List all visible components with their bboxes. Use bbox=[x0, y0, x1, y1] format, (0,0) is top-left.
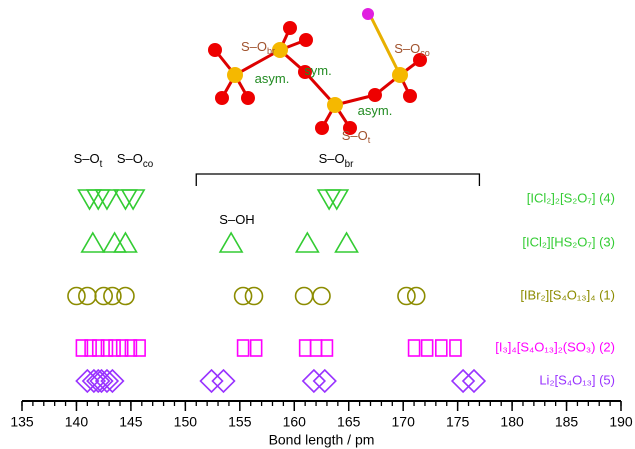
bracket bbox=[196, 174, 479, 186]
chart: S–Obrasym.sym.asym.S–OtS–OcoS–OtS–OcoS–O… bbox=[0, 0, 635, 449]
x-axis-label: Bond length / pm bbox=[269, 432, 375, 448]
x-tick-label: 150 bbox=[174, 414, 198, 430]
annotation-sub: co bbox=[143, 159, 154, 170]
annotation-sub: br bbox=[345, 159, 354, 170]
figure-label-main: asym. bbox=[255, 71, 290, 86]
figure-label-sub: t bbox=[368, 135, 371, 145]
figure-label-main: S–O bbox=[394, 41, 420, 56]
marker bbox=[326, 190, 348, 209]
x-tick-label: 140 bbox=[65, 414, 89, 430]
marker bbox=[313, 288, 330, 305]
figure-label: asym. bbox=[358, 103, 393, 118]
marker bbox=[109, 340, 120, 356]
x-tick-label: 165 bbox=[337, 414, 361, 430]
marker bbox=[104, 233, 126, 252]
x-tick-label: 170 bbox=[392, 414, 416, 430]
x-tick-label: 145 bbox=[119, 414, 143, 430]
marker bbox=[318, 190, 340, 209]
figure-label: sym. bbox=[304, 63, 331, 78]
marker bbox=[450, 340, 461, 356]
marker bbox=[296, 233, 318, 252]
annotation-main: S–O bbox=[74, 151, 100, 166]
figure-label-main: S–O bbox=[342, 128, 368, 143]
x-tick-label: 155 bbox=[228, 414, 252, 430]
figure-label-sub: co bbox=[420, 48, 430, 58]
marker bbox=[251, 340, 262, 356]
figure-label-sub: br bbox=[267, 46, 275, 56]
annotation-main: S–O bbox=[319, 151, 345, 166]
x-tick-label: 175 bbox=[446, 414, 470, 430]
annotation-sub: t bbox=[100, 159, 103, 170]
figure-label: S–Ot bbox=[342, 128, 371, 145]
x-tick-label: 185 bbox=[555, 414, 579, 430]
annotation: S–OH bbox=[219, 212, 254, 227]
marker bbox=[296, 288, 313, 305]
marker bbox=[311, 340, 322, 356]
annotation: S–Obr bbox=[319, 151, 354, 169]
series-label: [I₃]₄[S₄O₁₃]₂(SO₃) (2) bbox=[495, 339, 615, 354]
x-tick-label: 180 bbox=[500, 414, 524, 430]
series-label: [ICl₂][HS₂O₇] (3) bbox=[522, 234, 615, 249]
figure-label-main: sym. bbox=[304, 63, 331, 78]
marker bbox=[398, 288, 415, 305]
marker bbox=[122, 190, 144, 209]
annotation-main: S–O bbox=[117, 151, 143, 166]
marker bbox=[117, 288, 134, 305]
marker bbox=[300, 340, 311, 356]
x-tick-label: 135 bbox=[10, 414, 34, 430]
marker bbox=[422, 340, 433, 356]
marker bbox=[336, 233, 358, 252]
series-label: [IBr₂][S₄O₁₃]₄ (1) bbox=[520, 287, 615, 302]
marker bbox=[114, 233, 136, 252]
figure-label: S–Oco bbox=[394, 41, 430, 58]
marker bbox=[409, 340, 420, 356]
figure-label-main: S–O bbox=[241, 39, 267, 54]
marker bbox=[321, 340, 332, 356]
annotation-main: S–OH bbox=[219, 212, 254, 227]
marker bbox=[220, 233, 242, 252]
series-label: Li₂[S₄O₁₃] (5) bbox=[539, 372, 615, 387]
figure-label: asym. bbox=[255, 71, 290, 86]
x-tick-label: 160 bbox=[283, 414, 307, 430]
marker bbox=[408, 288, 425, 305]
x-tick-label: 190 bbox=[609, 414, 633, 430]
marker bbox=[114, 190, 136, 209]
marker bbox=[79, 288, 96, 305]
series-label: [ICl₂]₂[S₂O₇] (4) bbox=[527, 190, 615, 205]
figure-label-main: asym. bbox=[358, 103, 393, 118]
marker bbox=[238, 340, 249, 356]
figure-label: S–Obr bbox=[241, 39, 275, 56]
marker bbox=[82, 233, 104, 252]
annotation: S–Oco bbox=[117, 151, 154, 169]
marker bbox=[436, 340, 447, 356]
annotation: S–Ot bbox=[74, 151, 103, 169]
marker bbox=[245, 288, 262, 305]
